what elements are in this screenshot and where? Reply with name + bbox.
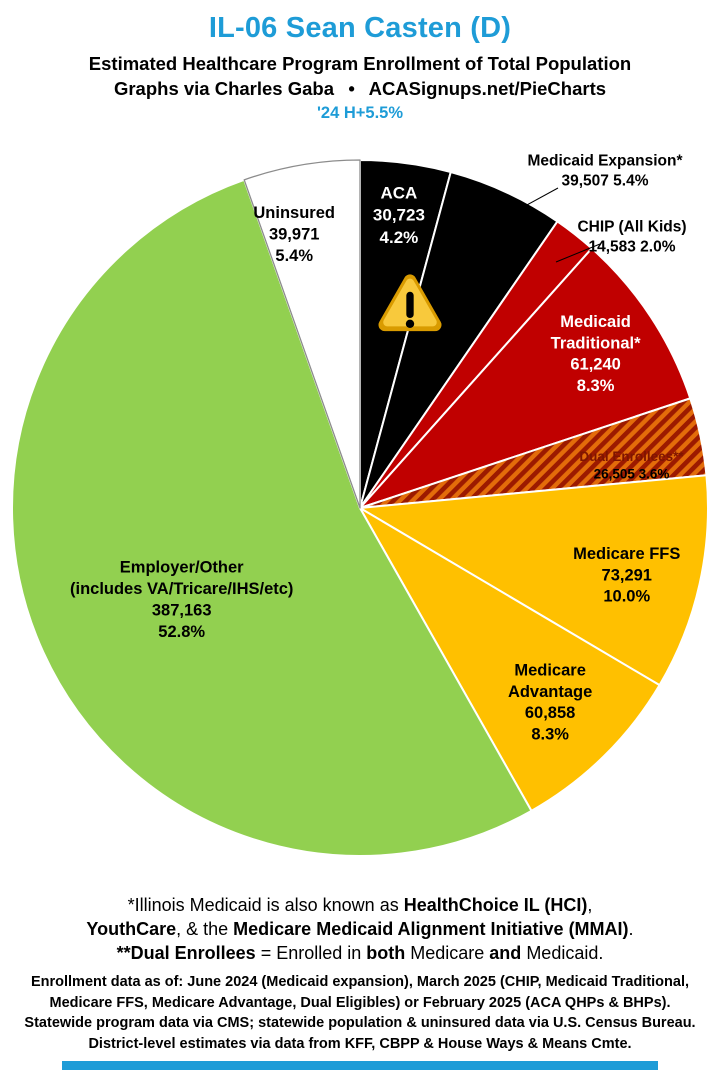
pie-label-chip-all-kids: CHIP (All Kids) 14,583 2.0% xyxy=(577,218,686,255)
medicaid-footnote: *Illinois Medicaid is also known as Heal… xyxy=(0,880,720,965)
footnote-line: *Illinois Medicaid is also known as Heal… xyxy=(127,895,593,915)
warning-icon xyxy=(378,274,442,332)
pie-label-uninsured: Uninsured 39,971 5.4% xyxy=(253,204,335,265)
data-source-footnote: Enrollment data as of: June 2024 (Medica… xyxy=(0,965,720,1054)
pie-label-employer-other: Employer/Other (includes VA/Tricare/IHS/e… xyxy=(70,558,293,640)
pie-label-aca: ACA 30,723 4.2% xyxy=(373,184,425,247)
footnote-line: YouthCare, & the Medicare Medicaid Align… xyxy=(86,919,634,939)
bottom-accent-bar xyxy=(62,1061,658,1070)
subtitle-year-growth: '24 H+5.5% xyxy=(316,104,404,122)
pie-label-medicare-advantage: Medicare Advantage 60,858 8.3% xyxy=(508,661,592,743)
pie-slice-medicare-ffs xyxy=(359,474,709,687)
leader-line-chip-all-kids xyxy=(555,243,601,263)
pie-label-medicare-ffs: Medicare FFS 73,291 10.0% xyxy=(573,545,680,606)
pie-slice-medicaid-traditional xyxy=(359,247,692,509)
pie-slice-uninsured xyxy=(243,159,361,509)
subtitle-enrollment: Estimated Healthcare Program Enrollment … xyxy=(88,53,632,74)
footnote-line: Statewide program data via CMS; statewid… xyxy=(24,1015,696,1031)
footnote-line: **Dual Enrollees = Enrolled in both Medi… xyxy=(116,943,604,963)
pie-label-medicaid-traditional: Medicaid Traditional* 61,240 8.3% xyxy=(551,313,641,395)
header: IL-06 Sean Casten (D) Estimated Healthca… xyxy=(0,0,720,140)
leader-line-medicaid-expansion xyxy=(491,187,559,225)
page-title: IL-06 Sean Casten (D) xyxy=(208,12,512,44)
footnote-line: Enrollment data as of: June 2024 (Medica… xyxy=(30,974,690,990)
enrollment-pie-chart: ACA 30,723 4.2% Medicaid Expansion* 39,507 5… xyxy=(11,152,709,857)
subtitle-credit: Graphs via Charles Gaba • ACASignups.net… xyxy=(113,78,607,99)
footnote-line: District-level estimates via data from K… xyxy=(88,1035,632,1052)
pie-slice-medicare-advantage xyxy=(359,507,661,812)
pie-slice-employer-other xyxy=(11,178,533,857)
pie-label-dual-enrollees: Dual Enrollees** 26,505 3.6% xyxy=(579,449,684,482)
pie-label-medicaid-expansion: Medicaid Expansion* 39,507 5.4% xyxy=(527,152,683,189)
footnote-line: Medicare FFS, Medicare Advantage, Dual E… xyxy=(49,994,671,1011)
